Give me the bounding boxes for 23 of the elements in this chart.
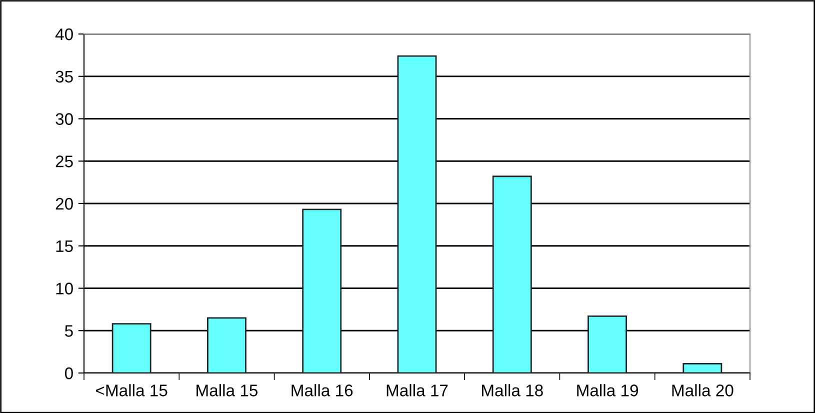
bar (206, 317, 246, 373)
x-tick-label: Malla 17 (386, 384, 448, 396)
y-tick-label: 25 (56, 156, 73, 168)
x-tick-label: Malla 15 (196, 384, 258, 396)
y-tick-label: 15 (56, 240, 73, 252)
x-tick-label: Malla 18 (482, 384, 543, 396)
y-tick-label: 35 (56, 70, 73, 83)
y-tick-label: 0 (64, 367, 73, 380)
y-tick-label: 10 (56, 282, 73, 294)
x-tick-label: Malla 20 (672, 384, 734, 396)
y-tick-label: 30 (56, 113, 73, 125)
x-tick-label: Malla 16 (292, 384, 353, 396)
bar (397, 55, 437, 373)
bar (112, 323, 152, 373)
y-tick-label: 40 (55, 28, 73, 40)
bar (682, 362, 722, 373)
x-tick-label: <Malla 15 (96, 384, 168, 396)
y-tick-label: 20 (56, 198, 73, 210)
bar (492, 176, 532, 373)
bar (302, 208, 342, 373)
y-tick-label: 5 (64, 325, 73, 337)
x-tick-label: Malla 19 (577, 384, 638, 396)
bar (588, 316, 628, 373)
